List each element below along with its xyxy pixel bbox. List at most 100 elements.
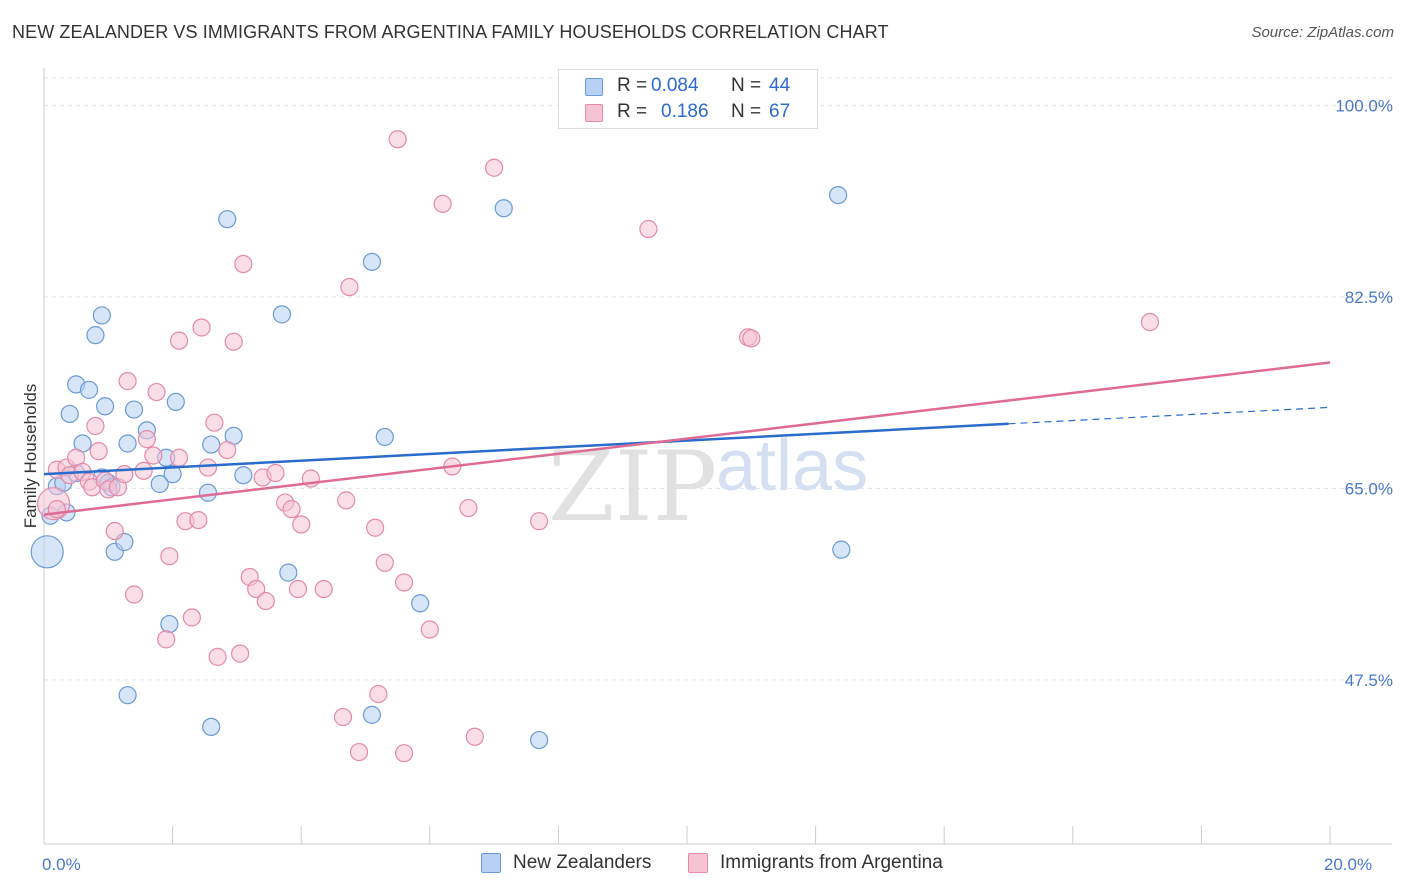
argentina-point: [465, 727, 484, 746]
argentina-point: [89, 442, 108, 461]
legend-n-label: N =: [731, 101, 762, 122]
new-zealander-trend-extension: [1008, 406, 1331, 425]
argentina-point: [394, 573, 414, 592]
new-zealander-point: [118, 434, 137, 453]
new-zealander-point: [60, 404, 79, 424]
legend-r-label: R =: [617, 101, 648, 122]
argentina-point: [86, 416, 105, 436]
argentina-point: [247, 579, 266, 599]
argentina-point: [169, 331, 189, 350]
new-zealander-point: [160, 614, 179, 634]
new-zealander-point: [86, 326, 105, 345]
chart-source: Source: ZipAtlas.com: [1251, 24, 1394, 41]
argentina-point: [349, 742, 369, 762]
new-zealander-point: [530, 730, 549, 750]
new-zealander-point: [411, 594, 430, 613]
argentina-point: [218, 440, 237, 460]
argentina-point: [314, 579, 333, 599]
argentina-point: [182, 608, 201, 627]
argentina-point: [205, 413, 224, 432]
argentina-point: [485, 158, 504, 177]
argentina-point: [118, 372, 137, 391]
legend-r-value: 0.084: [651, 75, 699, 96]
tick-labels: 100.0% 82.5% 65.0% 47.5% 0.0% 20.0%: [42, 96, 1393, 874]
watermark-atlas-text: atlas: [716, 426, 868, 506]
legend-r-label: R =: [617, 75, 648, 96]
y-tick-label: 100.0%: [1335, 96, 1393, 115]
argentina-point: [420, 620, 439, 639]
new-zealander-point: [362, 705, 382, 724]
argentina-point: [288, 579, 308, 599]
new-zealander-point: [202, 717, 221, 737]
argentina-point: [337, 491, 356, 510]
argentina-point: [137, 430, 156, 449]
correlation-legend: R = 0.084 N = 44 R = 0.186 N = 67: [558, 69, 818, 129]
legend-item-label: New Zealanders: [513, 852, 652, 873]
new-zealander-point: [163, 465, 182, 484]
argentina-point: [105, 521, 124, 541]
y-tick-label: 82.5%: [1345, 288, 1393, 307]
new-zealander-point: [166, 392, 185, 412]
legend-swatch-blue: [585, 78, 603, 96]
legend-n-value: 44: [769, 75, 791, 96]
legend-swatch-pink: [688, 853, 708, 873]
new-zealander-point: [92, 306, 111, 325]
argentina-point: [388, 130, 407, 149]
new-zealander-point: [30, 535, 64, 569]
argentina-point: [1140, 312, 1160, 332]
new-zealander-point: [150, 474, 169, 494]
argentina-trend-line: [43, 361, 1331, 516]
argentina-point: [157, 630, 176, 649]
y-tick-label: 65.0%: [1345, 479, 1393, 498]
argentina-point: [340, 277, 359, 297]
new-zealander-point: [272, 305, 292, 324]
argentina-point: [208, 647, 227, 666]
new-zealander-point: [494, 199, 513, 218]
legend-n-value: 67: [769, 101, 791, 122]
argentina-point: [169, 448, 189, 467]
new-zealander-point: [362, 252, 382, 271]
argentina-point: [189, 510, 208, 530]
legend-n-label: N =: [731, 75, 762, 96]
argentina-point: [292, 515, 311, 534]
new-zealander-point: [218, 210, 237, 229]
argentina-point: [147, 382, 166, 402]
chart-title: NEW ZEALANDER VS IMMIGRANTS FROM ARGENTI…: [12, 22, 889, 42]
argentina-point: [256, 591, 275, 611]
argentina-point: [433, 194, 452, 213]
argentina-point: [366, 518, 385, 537]
argentina-point: [160, 547, 179, 566]
new-zealander-point: [95, 397, 115, 416]
argentina-point: [742, 329, 761, 348]
argentina-point: [134, 461, 153, 480]
legend-item-label: Immigrants from Argentina: [720, 852, 943, 873]
new-zealander-point: [234, 466, 253, 485]
argentina-point: [115, 465, 134, 484]
argentina-point: [333, 707, 353, 727]
y-tick-label: 47.5%: [1345, 671, 1393, 690]
argentina-point: [198, 458, 218, 477]
legend-swatch-blue: [481, 853, 501, 873]
series-legend: New Zealanders Immigrants from Argentina: [0, 851, 1406, 879]
y-axis-title: Family Households: [21, 384, 40, 529]
data-points: [30, 130, 1160, 763]
argentina-point: [369, 684, 388, 704]
axes: [43, 68, 1392, 845]
new-zealander-point: [79, 380, 99, 399]
new-zealander-point: [118, 686, 137, 705]
watermark-zip-text: ZIP: [548, 431, 717, 543]
argentina-point: [266, 463, 285, 483]
argentina-point: [282, 500, 301, 519]
argentina-point: [375, 553, 394, 572]
watermark: ZIP atlas: [548, 426, 868, 543]
argentina-point: [459, 498, 478, 518]
new-zealander-point: [124, 400, 144, 419]
x-tick-label: 0.0%: [42, 855, 81, 874]
argentina-point: [192, 318, 211, 337]
new-zealander-point: [375, 427, 394, 447]
legend-r-value: 0.186: [661, 101, 709, 122]
argentina-point: [47, 500, 66, 519]
argentina-point: [394, 744, 414, 763]
new-zealander-point: [202, 435, 221, 454]
